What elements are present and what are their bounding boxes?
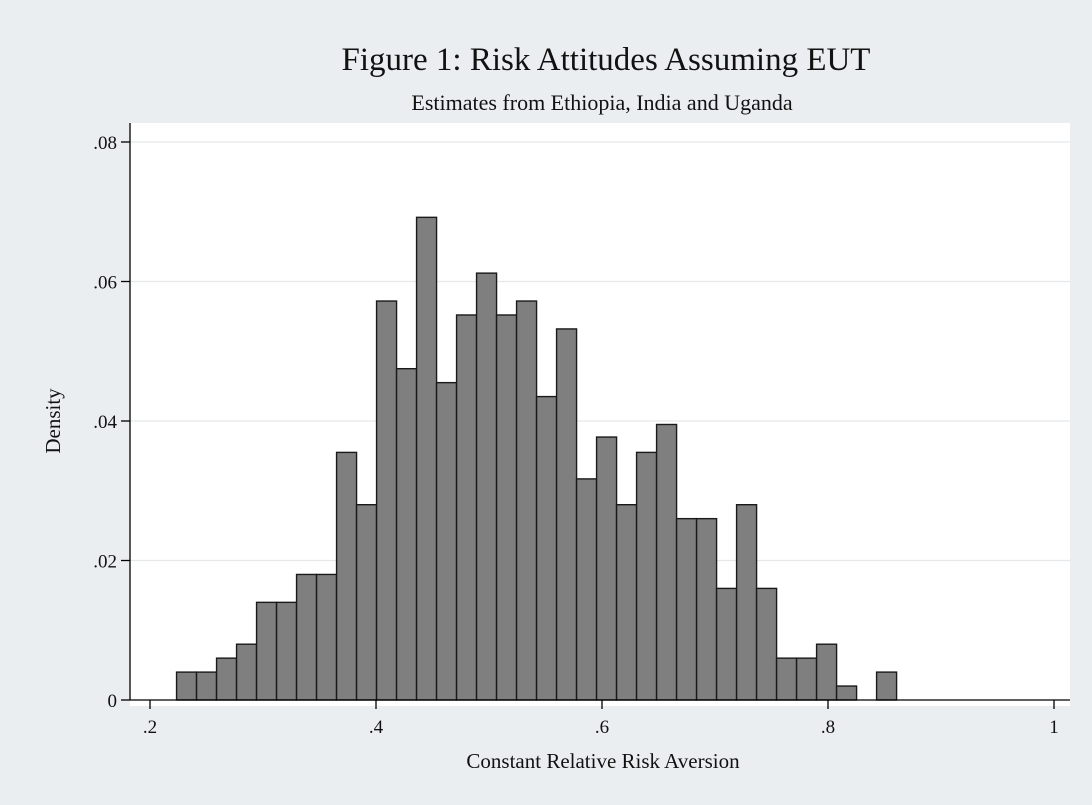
histogram-bar — [215, 657, 238, 701]
histogram-bar — [315, 573, 338, 701]
histogram-bar — [875, 671, 898, 701]
y-axis-label: Density — [41, 388, 65, 454]
histogram-bar — [675, 517, 698, 701]
histogram-bar — [195, 671, 218, 701]
histogram-bar — [375, 300, 398, 701]
histogram-bar — [695, 517, 718, 701]
histogram-bar — [775, 657, 798, 701]
histogram-bar — [535, 395, 558, 701]
histogram-bar — [295, 573, 318, 701]
histogram-bar — [715, 587, 738, 701]
histogram-bar — [415, 216, 438, 701]
histogram-bar — [755, 587, 778, 701]
y-tick-label: .04 — [93, 412, 117, 433]
histogram-bar — [455, 314, 478, 701]
x-tick-label: 1 — [1049, 717, 1059, 738]
histogram-bar — [515, 300, 538, 701]
axes: 0 .02 .04 .06 .08 .2 .4 .6 .8 1 — [93, 123, 1070, 738]
histogram-bar — [435, 381, 458, 701]
histogram-bar — [815, 643, 838, 701]
histogram-bar — [735, 504, 758, 701]
histogram-bar — [615, 504, 638, 701]
histogram-bar — [495, 314, 518, 701]
x-axis-label: Constant Relative Risk Aversion — [466, 749, 740, 773]
x-tick-label: .2 — [143, 717, 157, 738]
y-tick-label: 0 — [108, 691, 118, 712]
histogram-bar — [395, 367, 418, 701]
histogram-bar — [475, 272, 498, 701]
y-tick-label: .06 — [93, 273, 117, 294]
histogram-bar — [795, 657, 818, 701]
x-tick-label: .6 — [595, 717, 609, 738]
x-tick-label: .4 — [369, 717, 384, 738]
histogram-bar — [175, 671, 198, 701]
histogram-bar — [275, 601, 298, 701]
histogram-bar — [555, 328, 578, 701]
histogram-bar — [835, 685, 858, 701]
histogram-bars — [175, 216, 898, 701]
histogram-bar — [575, 478, 598, 701]
y-tick-label: .08 — [93, 133, 117, 154]
y-tick-label: .02 — [93, 552, 117, 573]
histogram-bar — [335, 451, 358, 701]
chart-subtitle: Estimates from Ethiopia, India and Ugand… — [411, 90, 792, 115]
histogram-bar — [635, 451, 658, 701]
histogram-bar — [655, 423, 678, 701]
histogram-bar — [595, 436, 618, 701]
chart-title: Figure 1: Risk Attitudes Assuming EUT — [342, 42, 871, 78]
histogram-bar — [235, 643, 258, 701]
histogram-bar — [255, 601, 278, 701]
histogram-bar — [355, 504, 378, 701]
x-tick-label: .8 — [821, 717, 835, 738]
